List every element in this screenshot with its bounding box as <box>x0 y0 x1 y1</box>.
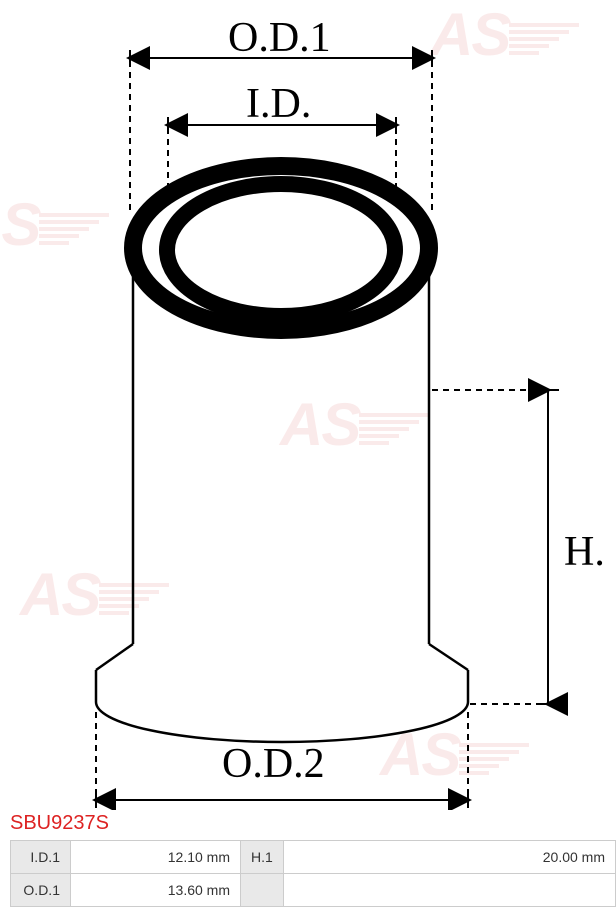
spec-value: 12.10 mm <box>71 841 241 874</box>
part-number: SBU9237S <box>10 812 109 835</box>
label-od2: O.D.2 <box>222 740 325 788</box>
label-od1: O.D.1 <box>228 14 331 62</box>
spec-label: O.D.1 <box>11 874 71 907</box>
spec-value: 20.00 mm <box>283 841 615 874</box>
table-row: I.D.1 12.10 mm H.1 20.00 mm <box>11 841 616 874</box>
label-h: H. <box>564 528 605 576</box>
spec-table: I.D.1 12.10 mm H.1 20.00 mm O.D.1 13.60 … <box>10 840 616 907</box>
spec-label: I.D.1 <box>11 841 71 874</box>
spec-label: H.1 <box>241 841 284 874</box>
spec-value: 13.60 mm <box>71 874 241 907</box>
label-id: I.D. <box>246 80 311 128</box>
spec-label <box>241 874 284 907</box>
technical-diagram: AS AS AS AS AS <box>0 0 616 810</box>
table-row: O.D.1 13.60 mm <box>11 874 616 907</box>
spec-value <box>283 874 615 907</box>
